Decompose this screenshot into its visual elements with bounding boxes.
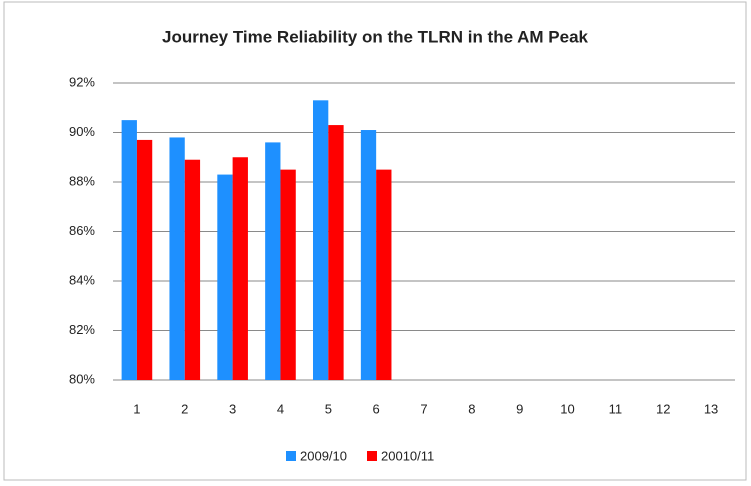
x-tick-label: 13 xyxy=(704,401,718,416)
bar xyxy=(121,120,137,380)
x-tick-label: 7 xyxy=(420,401,427,416)
x-tick-label: 9 xyxy=(516,401,523,416)
legend-label: 20010/11 xyxy=(381,448,434,463)
bar xyxy=(184,159,201,380)
y-tick-label: 88% xyxy=(69,173,95,188)
x-tick-label: 6 xyxy=(373,401,380,416)
x-tick-label: 10 xyxy=(560,401,574,416)
x-tick-label: 11 xyxy=(609,401,623,416)
bar xyxy=(328,125,344,380)
legend-swatch xyxy=(367,451,377,461)
bar xyxy=(136,139,153,380)
bar xyxy=(169,137,185,380)
x-tick-label: 12 xyxy=(656,401,670,416)
x-tick-label: 8 xyxy=(468,401,475,416)
legend-swatch xyxy=(286,451,296,461)
legend-label: 2009/10 xyxy=(300,448,347,463)
chart-title: Journey Time Reliability on the TLRN in … xyxy=(162,27,589,46)
bar xyxy=(232,157,248,380)
y-tick-label: 84% xyxy=(69,272,95,287)
x-tick-label: 1 xyxy=(133,401,140,416)
bar xyxy=(312,100,329,380)
y-tick-label: 92% xyxy=(69,74,95,89)
bar xyxy=(376,169,392,380)
y-tick-label: 90% xyxy=(69,124,95,139)
bar xyxy=(280,169,296,380)
y-tick-label: 82% xyxy=(69,322,95,337)
y-tick-label: 86% xyxy=(69,223,95,238)
x-tick-label: 3 xyxy=(229,401,236,416)
x-tick-label: 5 xyxy=(325,401,332,416)
x-tick-label: 4 xyxy=(277,401,284,416)
bar xyxy=(217,174,233,380)
x-tick-label: 2 xyxy=(181,401,188,416)
y-tick-label: 80% xyxy=(69,371,95,386)
bar xyxy=(265,142,281,380)
bar xyxy=(360,130,377,380)
